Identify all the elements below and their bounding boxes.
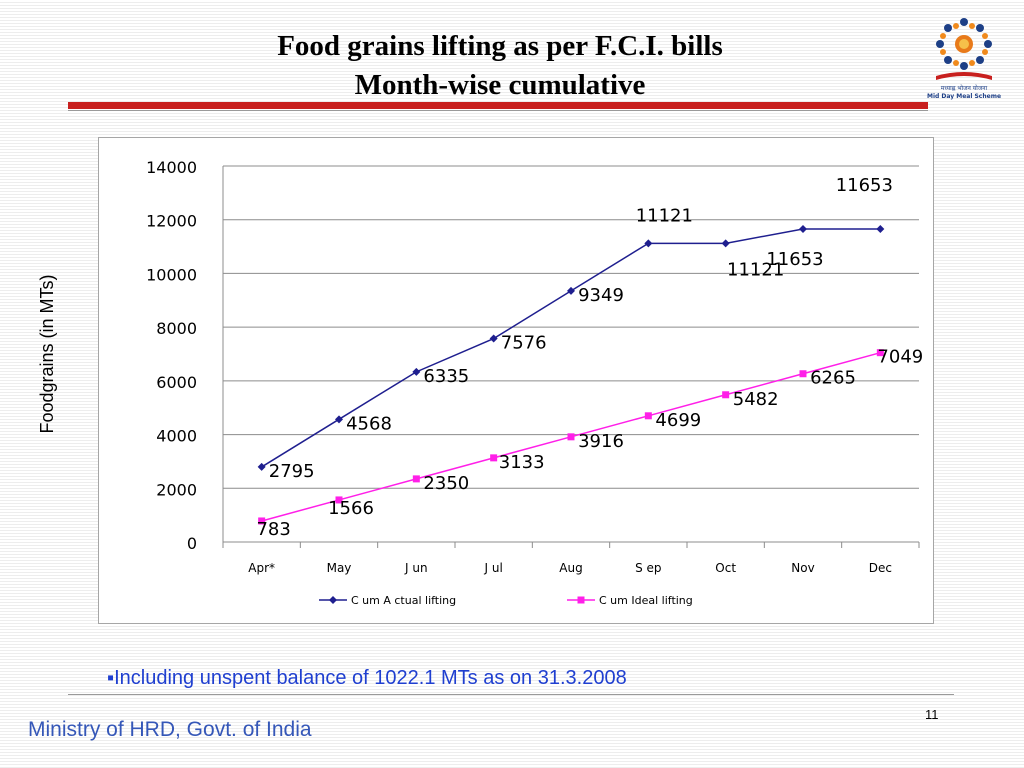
- data-point-ideal: [722, 391, 730, 399]
- y-tick-label: 8000: [156, 319, 197, 338]
- data-point-actual: [412, 367, 421, 376]
- y-tick-label: 0: [187, 534, 197, 553]
- data-point-actual: [644, 239, 653, 248]
- data-point-ideal: [876, 349, 884, 357]
- y-tick-label: 12000: [146, 212, 197, 231]
- y-tick-label: 6000: [156, 373, 197, 392]
- mid-day-meal-logo-icon: [936, 18, 992, 80]
- logo-text-english: Mid Day Meal Scheme: [926, 93, 1002, 100]
- data-label: 6265: [810, 368, 856, 389]
- data-label: 4699: [655, 410, 701, 431]
- data-label: 3133: [499, 452, 545, 473]
- data-label: 11653: [836, 175, 893, 196]
- data-point-actual: [721, 239, 730, 248]
- data-label: 11121: [727, 259, 784, 280]
- footnote-text: Including unspent balance of 1022.1 MTs …: [114, 667, 627, 689]
- data-label: 7049: [877, 347, 923, 368]
- data-point-actual: [335, 415, 343, 424]
- data-point-actual: [799, 225, 807, 234]
- slide-title: Food grains lifting as per F.C.I. bills: [277, 30, 723, 62]
- data-label: 7576: [501, 333, 547, 354]
- y-axis-label: Foodgrains (in MTs): [37, 274, 57, 433]
- title-divider: [68, 110, 928, 111]
- data-label: 2795: [269, 461, 315, 482]
- x-tick-label: May: [327, 561, 352, 575]
- data-label: 3916: [578, 431, 624, 452]
- data-point-ideal: [335, 496, 343, 504]
- x-tick-label: Nov: [791, 561, 814, 575]
- page-number: 11: [925, 707, 939, 722]
- legend-marker: [329, 596, 337, 604]
- data-point-actual: [567, 286, 575, 295]
- title-underline: [68, 102, 928, 109]
- line-chart: 0 2000 4000 6000 8000 10000 12000 14000 Apr* May J…: [37, 158, 923, 607]
- y-tick-label: 14000: [146, 158, 197, 177]
- data-label: 6335: [423, 366, 469, 387]
- data-label: 2350: [423, 473, 469, 494]
- data-point-ideal: [258, 517, 266, 525]
- data-label: 11121: [636, 205, 693, 226]
- data-label: 1566: [328, 498, 374, 519]
- x-tick-label: Dec: [869, 561, 892, 575]
- data-point-ideal: [567, 433, 575, 441]
- data-label: 9349: [578, 285, 624, 306]
- legend-marker: [577, 596, 585, 604]
- x-tick-label: J ul: [484, 561, 503, 575]
- data-label: 11653: [766, 249, 823, 270]
- x-tick-label: Oct: [715, 561, 736, 575]
- data-label: 4568: [346, 413, 392, 434]
- logo-text-hindi: मध्याह्न भोजन योजना: [940, 85, 988, 92]
- y-tick-label: 2000: [156, 480, 197, 499]
- legend-label: C um Ideal lifting: [599, 594, 693, 607]
- chart-frame: 0 2000 4000 6000 8000 10000 12000 14000 Apr* May J…: [37, 137, 934, 624]
- footer-ministry: Ministry of HRD, Govt. of India: [28, 718, 312, 741]
- data-point-ideal: [799, 370, 807, 378]
- data-point-ideal: [644, 412, 652, 420]
- y-tick-label: 10000: [146, 265, 197, 284]
- legend-label: C um A ctual lifting: [351, 594, 456, 607]
- data-point-ideal: [412, 475, 420, 483]
- footnote-bullet: ▪: [107, 667, 115, 689]
- x-tick-label: S ep: [635, 561, 661, 575]
- x-tick-label: J un: [404, 561, 428, 575]
- footer-divider: [68, 694, 954, 695]
- data-point-actual: [257, 462, 266, 471]
- data-label: 5482: [733, 389, 779, 410]
- data-point-ideal: [490, 454, 498, 462]
- data-label: 783: [256, 519, 290, 540]
- x-tick-label: Apr*: [248, 561, 275, 575]
- y-tick-label: 4000: [156, 427, 197, 446]
- data-point-actual: [876, 225, 885, 234]
- slide-subtitle: Month-wise cumulative: [354, 69, 646, 101]
- footnote: ▪Including unspent balance of 1022.1 MTs…: [107, 667, 627, 690]
- data-point-actual: [489, 334, 498, 343]
- x-tick-label: Aug: [559, 561, 582, 575]
